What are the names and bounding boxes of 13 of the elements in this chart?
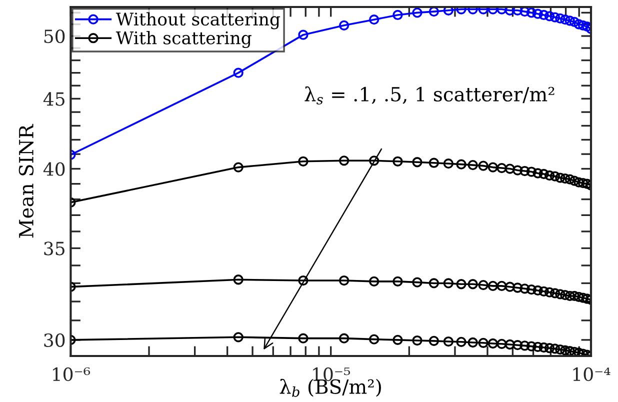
x-tick-label: 10⁻⁶ (53, 367, 90, 382)
annotation: λ$_{s}$ = .1, .5, 1 scatterer/m² (304, 86, 554, 104)
y-axis-title: Mean SINR (18, 124, 34, 238)
y-tick-label: 50 (44, 29, 65, 44)
y-tick-label: 30 (44, 333, 65, 348)
y-tick-label: 45 (43, 92, 64, 106)
legend-label: Without scattering (116, 12, 280, 30)
y-tick-label: 40 (43, 162, 65, 176)
x-tick-label: 10⁻⁵ (313, 367, 350, 382)
legend-label: With scattering (116, 30, 252, 48)
x-axis-title: λ$_{b}$ (BS/m²) (280, 378, 381, 397)
x-tick-label: 10⁻⁴ (573, 367, 610, 382)
y-tick-label: 35 (44, 242, 64, 256)
